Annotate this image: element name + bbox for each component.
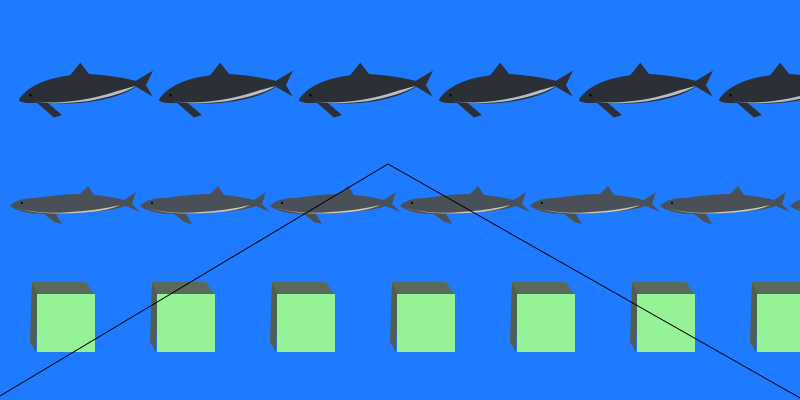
cube-front-face [397,294,455,352]
cube-top-face [752,282,800,294]
cube-side-face [30,282,38,352]
cube-side-face [150,282,158,352]
cube-block [30,282,95,352]
cube-top-face [152,282,214,294]
cube-front-face [517,294,575,352]
cube-side-face [390,282,398,352]
cube-top-face [32,282,94,294]
cube-front-face [157,294,215,352]
cube-front-face [277,294,335,352]
cube-block [150,282,215,352]
cube-side-face [270,282,278,352]
cube-top-face [272,282,334,294]
cube-block [270,282,335,352]
cube-block [750,282,800,352]
cube-block [510,282,575,352]
cube-side-face [750,282,758,352]
cube-side-face [630,282,638,352]
cube-top-face [392,282,454,294]
cube-row [30,282,800,352]
cube-front-face [37,294,95,352]
cube-top-face [632,282,694,294]
cube-top-face [512,282,574,294]
cube-front-face [637,294,695,352]
cube-front-face [757,294,800,352]
cube-block [390,282,455,352]
perspective-guide-line [0,163,800,399]
cube-block [630,282,695,352]
cube-side-face [510,282,518,352]
